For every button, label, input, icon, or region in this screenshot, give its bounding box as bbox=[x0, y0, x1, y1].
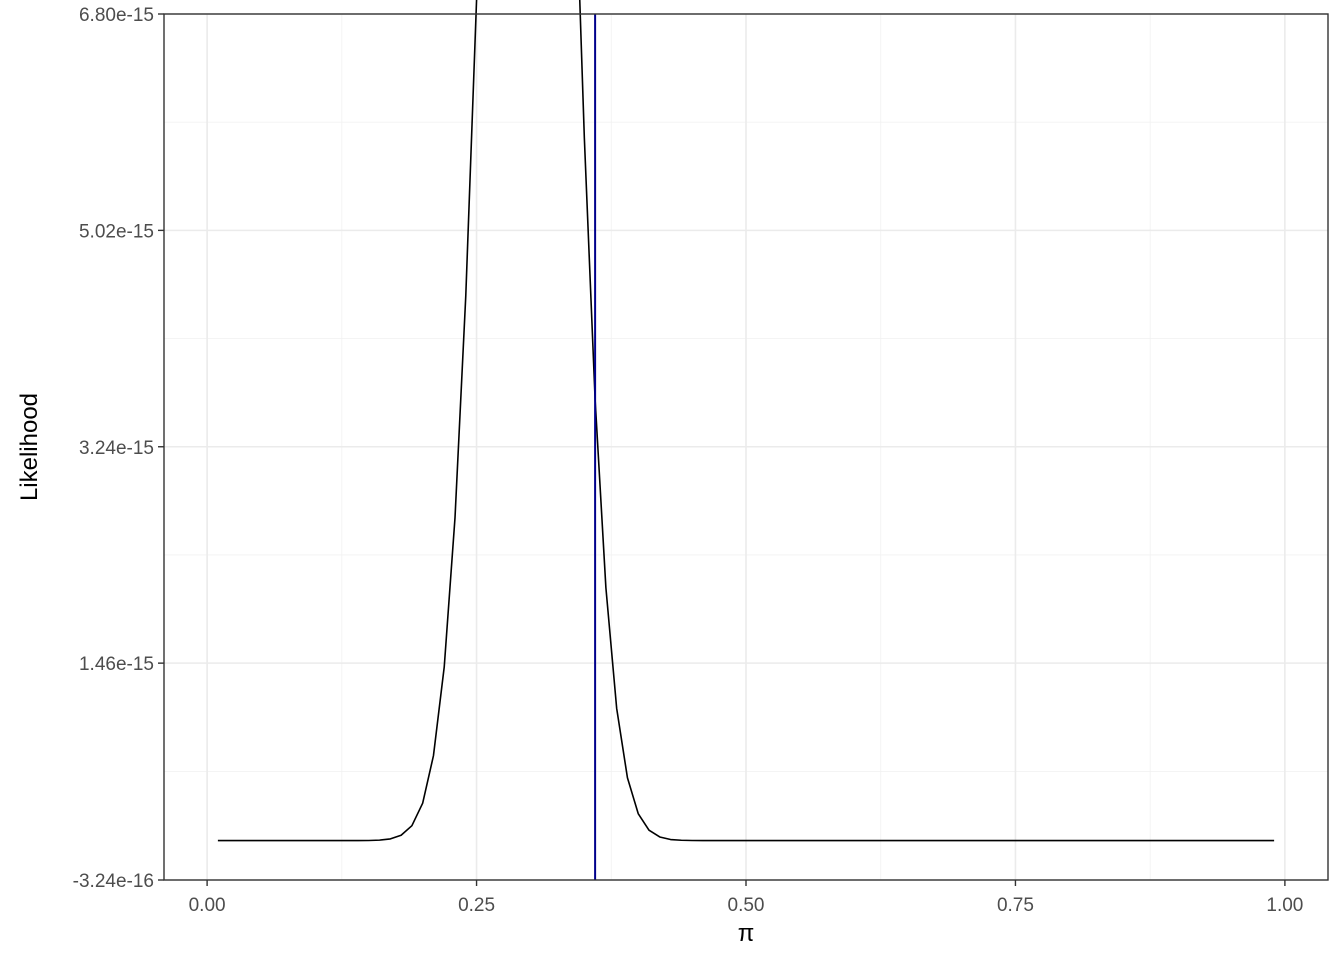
likelihood-curve bbox=[217, 0, 1275, 842]
x-tick-label: 0.00 bbox=[189, 895, 226, 916]
y-axis: -3.24e-16 1.46e-15 3.24e-15 5.02e-15 6.80e-1… bbox=[73, 5, 164, 892]
y-tick-label: 5.02e-15 bbox=[79, 221, 154, 242]
series-layer bbox=[217, 0, 1275, 842]
x-tick-label: 0.50 bbox=[728, 895, 765, 916]
plot-panel bbox=[163, 0, 1329, 881]
x-axis: 0.00 0.25 0.50 0.75 1.00 bbox=[189, 880, 1303, 916]
y-axis-title: Likelihood bbox=[16, 393, 43, 501]
y-tick-label: 6.80e-15 bbox=[79, 5, 154, 26]
x-axis-title: π bbox=[738, 920, 755, 947]
y-tick-label: -3.24e-16 bbox=[73, 871, 154, 892]
y-tick-label: 1.46e-15 bbox=[79, 654, 154, 675]
x-tick-label: 1.00 bbox=[1266, 895, 1303, 916]
x-tick-label: 0.75 bbox=[997, 895, 1034, 916]
x-tick-label: 0.25 bbox=[458, 895, 495, 916]
y-tick-label: 3.24e-15 bbox=[79, 438, 154, 459]
